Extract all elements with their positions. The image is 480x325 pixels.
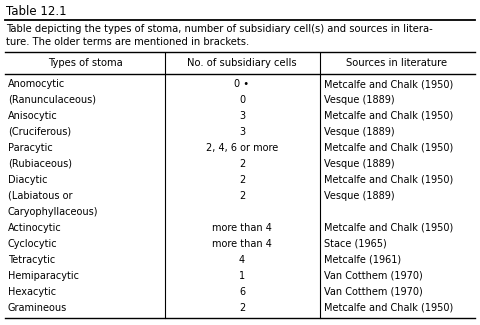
Text: (Rubiaceous): (Rubiaceous)	[8, 159, 72, 169]
Text: Table depicting the types of stoma, number of subsidiary cell(s) and sources in : Table depicting the types of stoma, numb…	[6, 24, 433, 34]
Text: Van Cotthem (1970): Van Cotthem (1970)	[324, 287, 423, 297]
Text: Caryophyllaceous): Caryophyllaceous)	[8, 207, 98, 217]
Text: 6: 6	[239, 287, 245, 297]
Text: Metcalfe and Chalk (1950): Metcalfe and Chalk (1950)	[324, 303, 453, 313]
Text: 0: 0	[239, 95, 245, 105]
Text: Gramineous: Gramineous	[8, 303, 67, 313]
Text: Sources in literature: Sources in literature	[347, 58, 447, 68]
Text: 2: 2	[239, 175, 245, 185]
Text: 0 •: 0 •	[234, 79, 250, 89]
Text: Types of stoma: Types of stoma	[48, 58, 122, 68]
Text: 3: 3	[239, 111, 245, 121]
Text: 4: 4	[239, 255, 245, 265]
Text: (Cruciferous): (Cruciferous)	[8, 127, 71, 137]
Text: Metcalfe and Chalk (1950): Metcalfe and Chalk (1950)	[324, 79, 453, 89]
Text: Metcalfe (1961): Metcalfe (1961)	[324, 255, 401, 265]
Text: 3: 3	[239, 127, 245, 137]
Text: Metcalfe and Chalk (1950): Metcalfe and Chalk (1950)	[324, 175, 453, 185]
Text: Vesque (1889): Vesque (1889)	[324, 191, 395, 201]
Text: Tetracytic: Tetracytic	[8, 255, 55, 265]
Text: Stace (1965): Stace (1965)	[324, 239, 387, 249]
Text: Hexacytic: Hexacytic	[8, 287, 56, 297]
Text: Vesque (1889): Vesque (1889)	[324, 127, 395, 137]
Text: Diacytic: Diacytic	[8, 175, 48, 185]
Text: Van Cotthem (1970): Van Cotthem (1970)	[324, 271, 423, 281]
Text: Metcalfe and Chalk (1950): Metcalfe and Chalk (1950)	[324, 143, 453, 153]
Text: 2: 2	[239, 303, 245, 313]
Text: 2: 2	[239, 159, 245, 169]
Text: Paracytic: Paracytic	[8, 143, 53, 153]
Text: Vesque (1889): Vesque (1889)	[324, 159, 395, 169]
Text: 2, 4, 6 or more: 2, 4, 6 or more	[206, 143, 278, 153]
Text: 2: 2	[239, 191, 245, 201]
Text: Hemiparacytic: Hemiparacytic	[8, 271, 79, 281]
Text: more than 4: more than 4	[212, 223, 272, 233]
Text: Cyclocytic: Cyclocytic	[8, 239, 58, 249]
Text: Actinocytic: Actinocytic	[8, 223, 62, 233]
Text: Vesque (1889): Vesque (1889)	[324, 95, 395, 105]
Text: Anomocytic: Anomocytic	[8, 79, 65, 89]
Text: (Labiatous or: (Labiatous or	[8, 191, 72, 201]
Text: 1: 1	[239, 271, 245, 281]
Text: No. of subsidiary cells: No. of subsidiary cells	[187, 58, 297, 68]
Text: more than 4: more than 4	[212, 239, 272, 249]
Text: (Ranunculaceous): (Ranunculaceous)	[8, 95, 96, 105]
Text: Table 12.1: Table 12.1	[6, 5, 67, 18]
Text: Metcalfe and Chalk (1950): Metcalfe and Chalk (1950)	[324, 223, 453, 233]
Text: Anisocytic: Anisocytic	[8, 111, 58, 121]
Text: ture. The older terms are mentioned in brackets.: ture. The older terms are mentioned in b…	[6, 37, 249, 47]
Text: Metcalfe and Chalk (1950): Metcalfe and Chalk (1950)	[324, 111, 453, 121]
